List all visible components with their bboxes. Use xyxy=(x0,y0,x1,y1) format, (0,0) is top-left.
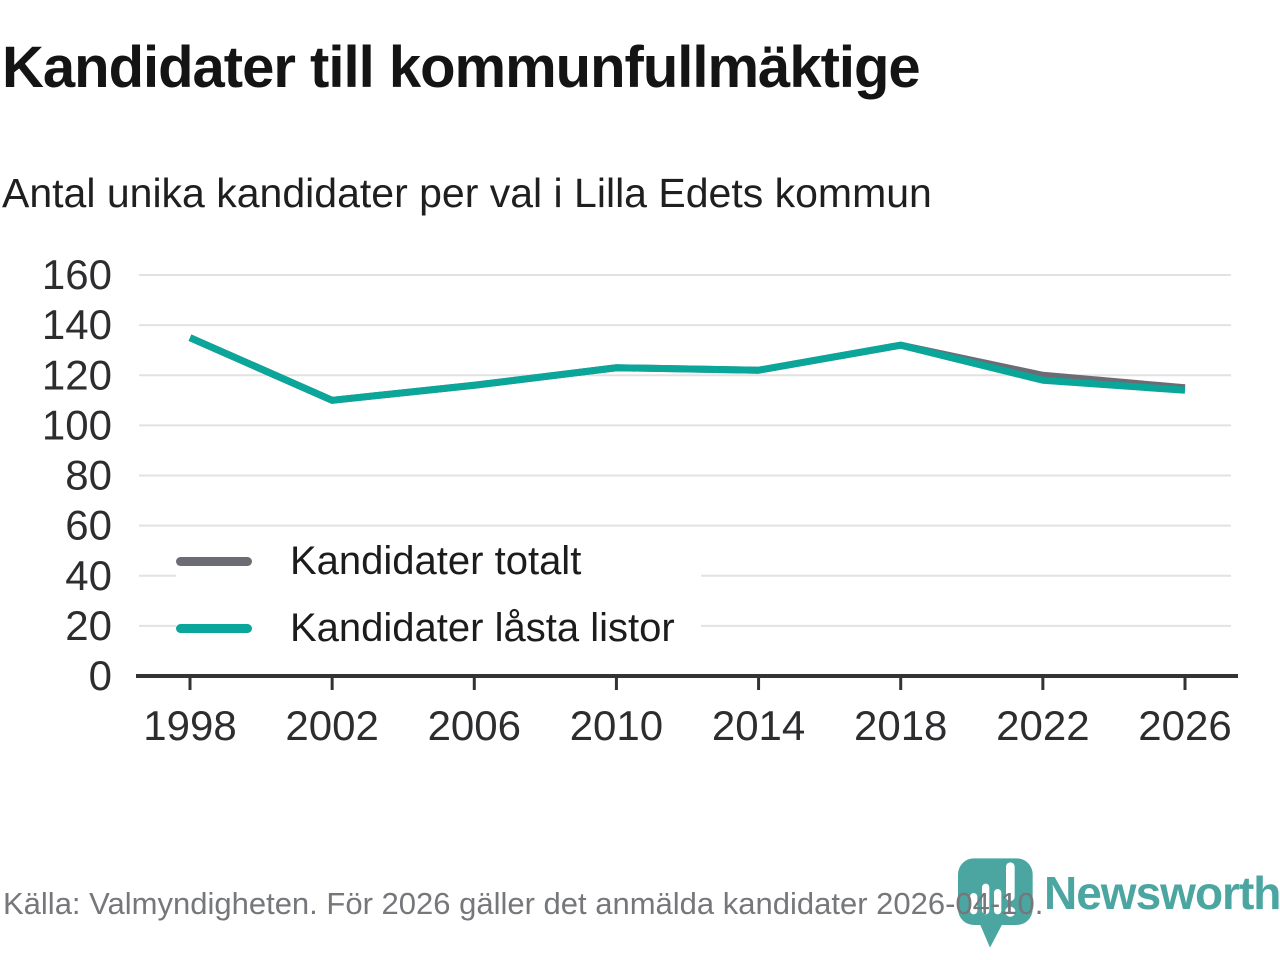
chart-title: Kandidater till kommunfullmäktige xyxy=(2,35,921,100)
legend-swatch-teal xyxy=(176,624,252,633)
x-tick-label: 2026 xyxy=(1138,702,1231,749)
chart-subtitle: Antal unika kandidater per val i Lilla E… xyxy=(2,170,932,216)
legend-item-total: Kandidater totalt xyxy=(176,532,701,591)
y-tick-label: 60 xyxy=(65,502,112,549)
y-tick-label: 20 xyxy=(65,602,112,649)
newsworthy-logo: Newsworthy xyxy=(958,854,1280,954)
legend-item-locked-lists: Kandidater låsta listor xyxy=(176,599,701,658)
legend-label-locked-lists: Kandidater låsta listor xyxy=(290,606,675,650)
x-tick-label: 2010 xyxy=(570,702,663,749)
x-tick-label: 2014 xyxy=(712,702,805,749)
newsworthy-bubble-barchart-icon xyxy=(958,858,1033,948)
y-tick-label: 160 xyxy=(42,251,112,298)
legend-swatch-gray xyxy=(176,557,252,566)
source-note: Källa: Valmyndigheten. För 2026 gäller d… xyxy=(3,886,1044,921)
y-tick-label: 0 xyxy=(89,652,112,699)
x-tick-label: 2006 xyxy=(428,702,521,749)
line-chart: 0 20 40 60 80 100 120 140 160 1998 2002 2006 2010 201… xyxy=(0,248,1280,768)
y-tick-label: 100 xyxy=(42,401,112,448)
x-tick-label: 2018 xyxy=(854,702,947,749)
x-tick-label: 1998 xyxy=(143,702,236,749)
chart-legend: Kandidater totalt Kandidater låsta listo… xyxy=(176,532,701,658)
legend-label-total: Kandidater totalt xyxy=(290,539,582,583)
series-line-1 xyxy=(188,334,1186,404)
x-tick-label: 2022 xyxy=(996,702,1089,749)
y-tick-label: 140 xyxy=(42,301,112,348)
x-tick-label: 2002 xyxy=(285,702,378,749)
y-tick-label: 80 xyxy=(65,452,112,499)
y-tick-label: 120 xyxy=(42,351,112,398)
y-tick-label: 40 xyxy=(65,552,112,599)
newsworthy-wordmark: Newsworthy xyxy=(1044,867,1280,919)
